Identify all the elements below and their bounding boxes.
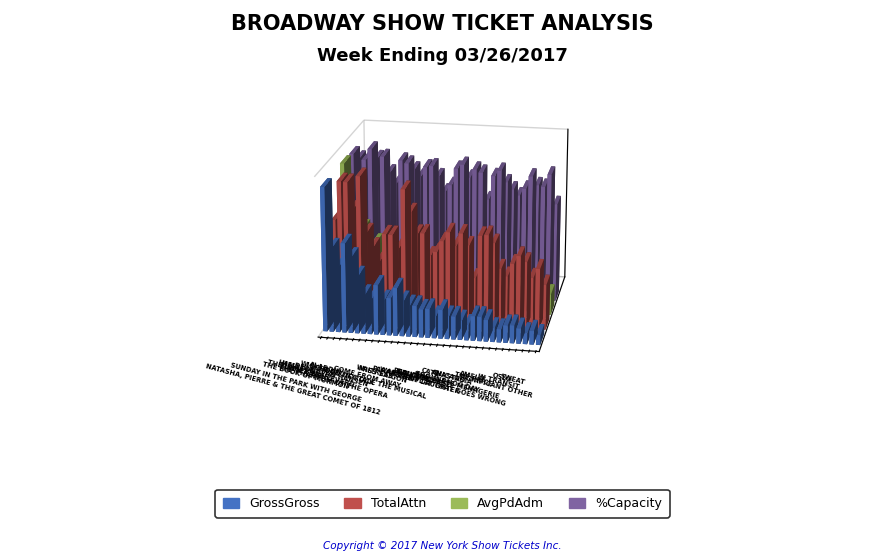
Text: BROADWAY SHOW TICKET ANALYSIS: BROADWAY SHOW TICKET ANALYSIS [231,14,654,34]
Legend: GrossGross, TotalAttn, AvgPdAdm, %Capacity: GrossGross, TotalAttn, AvgPdAdm, %Capaci… [215,489,670,518]
Text: Copyright © 2017 New York Show Tickets Inc.: Copyright © 2017 New York Show Tickets I… [323,541,562,551]
Text: Week Ending 03/26/2017: Week Ending 03/26/2017 [317,47,568,65]
